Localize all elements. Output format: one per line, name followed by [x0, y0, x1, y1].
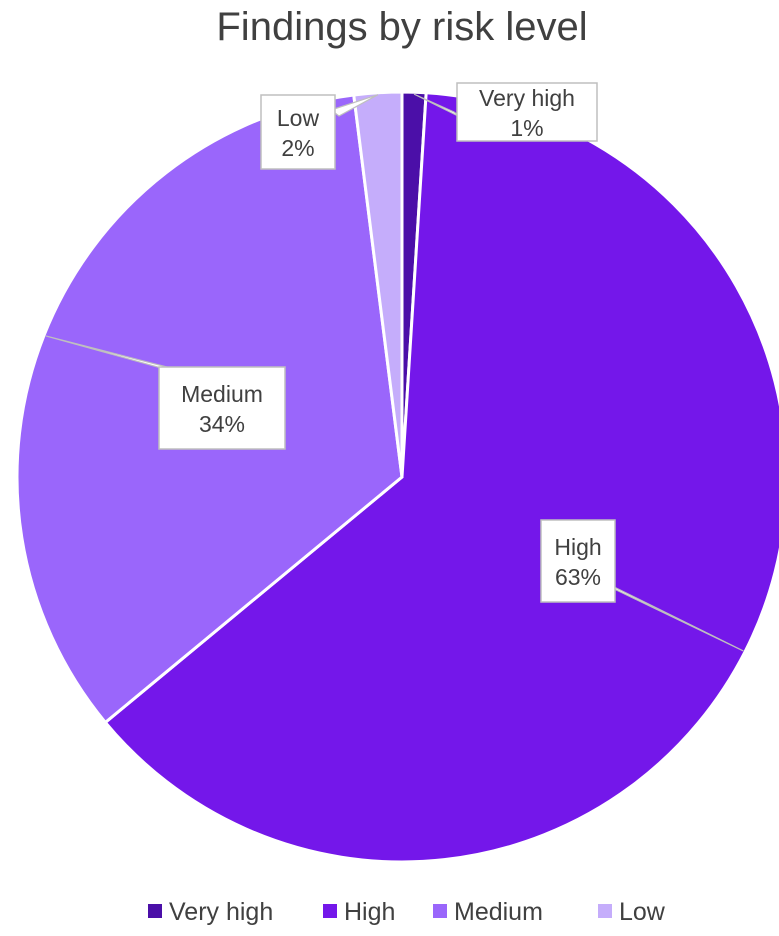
- data-labels: Very high 1% High 63% Medium 34% Low 2%: [45, 82, 744, 652]
- legend-swatch: [148, 904, 162, 918]
- data-label-value: 34%: [199, 411, 245, 437]
- pie-slice-high: [103, 91, 779, 864]
- data-label-box: [456, 82, 598, 142]
- data-label-low: Low 2%: [260, 94, 379, 170]
- data-label-high: High 63%: [540, 519, 744, 652]
- legend-label: Low: [619, 898, 666, 926]
- legend-item-very-high: Very high: [148, 898, 273, 926]
- legend-item-high: High: [323, 898, 395, 926]
- legend-label: High: [344, 898, 395, 926]
- data-label-very-high: Very high 1%: [413, 82, 598, 142]
- legend-swatch: [323, 904, 337, 918]
- chart-title: Findings by risk level: [216, 5, 587, 49]
- data-label-value: 2%: [281, 135, 314, 161]
- legend-swatch: [598, 904, 612, 918]
- legend-label: Very high: [169, 898, 273, 926]
- data-label-box: [540, 519, 616, 603]
- legend-label: Medium: [454, 898, 543, 926]
- data-label-medium: Medium 34%: [45, 335, 286, 450]
- data-label-category: Medium: [181, 381, 263, 407]
- legend-item-medium: Medium: [433, 898, 543, 926]
- pie-slices: [15, 90, 779, 864]
- pie-slice-low: [352, 90, 404, 478]
- legend-swatch: [433, 904, 447, 918]
- data-label-value: 63%: [555, 564, 601, 590]
- data-label-box: [260, 94, 336, 170]
- data-label-category: Low: [277, 105, 320, 131]
- data-label-value: 1%: [510, 115, 543, 141]
- data-label-box: [158, 366, 286, 450]
- legend: Very high High Medium Low: [148, 898, 666, 926]
- legend-item-low: Low: [598, 898, 666, 926]
- data-label-category: High: [554, 534, 601, 560]
- data-label-category: Very high: [479, 85, 575, 111]
